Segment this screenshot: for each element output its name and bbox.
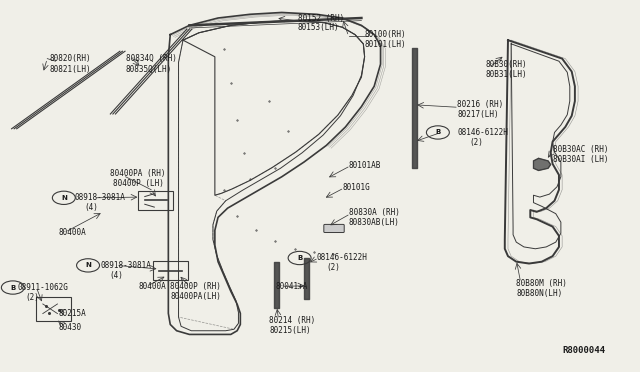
Text: 80101AB: 80101AB	[349, 161, 381, 170]
Text: 80430: 80430	[59, 323, 82, 331]
Text: 80B80M (RH): 80B80M (RH)	[516, 279, 567, 288]
Bar	[36, 297, 72, 321]
Text: 80820(RH): 80820(RH)	[49, 54, 91, 63]
Text: (2): (2)	[470, 138, 484, 147]
Text: 80215A: 80215A	[59, 309, 86, 318]
Text: 08146-6122H: 08146-6122H	[457, 128, 508, 137]
Text: 80834Q (RH): 80834Q (RH)	[125, 54, 177, 63]
Text: (2): (2)	[326, 263, 340, 272]
Text: 80400P (LH): 80400P (LH)	[113, 179, 164, 187]
Text: 80041+A: 80041+A	[275, 282, 308, 291]
Text: B: B	[10, 285, 15, 291]
Text: 80400A: 80400A	[59, 228, 86, 237]
Text: 80217(LH): 80217(LH)	[457, 110, 499, 119]
Text: 80100(RH): 80100(RH)	[365, 30, 406, 39]
Text: 80214 (RH): 80214 (RH)	[269, 316, 316, 325]
Text: N: N	[85, 262, 91, 268]
Text: 80B30(RH): 80B30(RH)	[486, 60, 527, 69]
FancyBboxPatch shape	[324, 224, 344, 232]
Bar	[138, 191, 173, 210]
Text: 08911-1062G: 08911-1062G	[17, 283, 68, 292]
Text: 08918-3081A: 08918-3081A	[75, 193, 125, 202]
Text: (4): (4)	[109, 271, 124, 280]
Text: 80400PA(LH): 80400PA(LH)	[170, 292, 221, 301]
Text: 80400P (RH): 80400P (RH)	[170, 282, 221, 291]
Text: 80835Q(LH): 80835Q(LH)	[125, 65, 172, 74]
Text: 08918-3081A: 08918-3081A	[100, 261, 151, 270]
Text: 80153(LH): 80153(LH)	[298, 23, 339, 32]
Text: 80400PA (RH): 80400PA (RH)	[109, 169, 165, 177]
Text: 80152 (RH): 80152 (RH)	[298, 13, 344, 22]
Text: 80215(LH): 80215(LH)	[269, 326, 310, 335]
Text: 80400A: 80400A	[138, 282, 166, 291]
Text: 08146-6122H: 08146-6122H	[317, 253, 368, 263]
Bar	[153, 261, 188, 280]
Text: 80830AB(LH): 80830AB(LH)	[349, 218, 399, 227]
Text: 80101(LH): 80101(LH)	[365, 40, 406, 49]
Text: 80B30AI (LH): 80B30AI (LH)	[552, 154, 608, 164]
Text: 80B80N(LH): 80B80N(LH)	[516, 289, 563, 298]
Text: R8000044: R8000044	[562, 346, 605, 355]
Polygon shape	[534, 158, 550, 170]
Text: 80830A (RH): 80830A (RH)	[349, 208, 399, 217]
Text: 80B30AC (RH): 80B30AC (RH)	[552, 145, 608, 154]
Text: (2): (2)	[26, 293, 40, 302]
Text: N: N	[61, 195, 67, 201]
Text: 80101G: 80101G	[342, 183, 370, 192]
Text: 80216 (RH): 80216 (RH)	[457, 100, 503, 109]
Text: B: B	[435, 129, 440, 135]
Text: 80B31(LH): 80B31(LH)	[486, 70, 527, 78]
Text: 80821(LH): 80821(LH)	[49, 65, 91, 74]
Text: (4): (4)	[84, 203, 98, 212]
Text: B: B	[297, 255, 302, 261]
